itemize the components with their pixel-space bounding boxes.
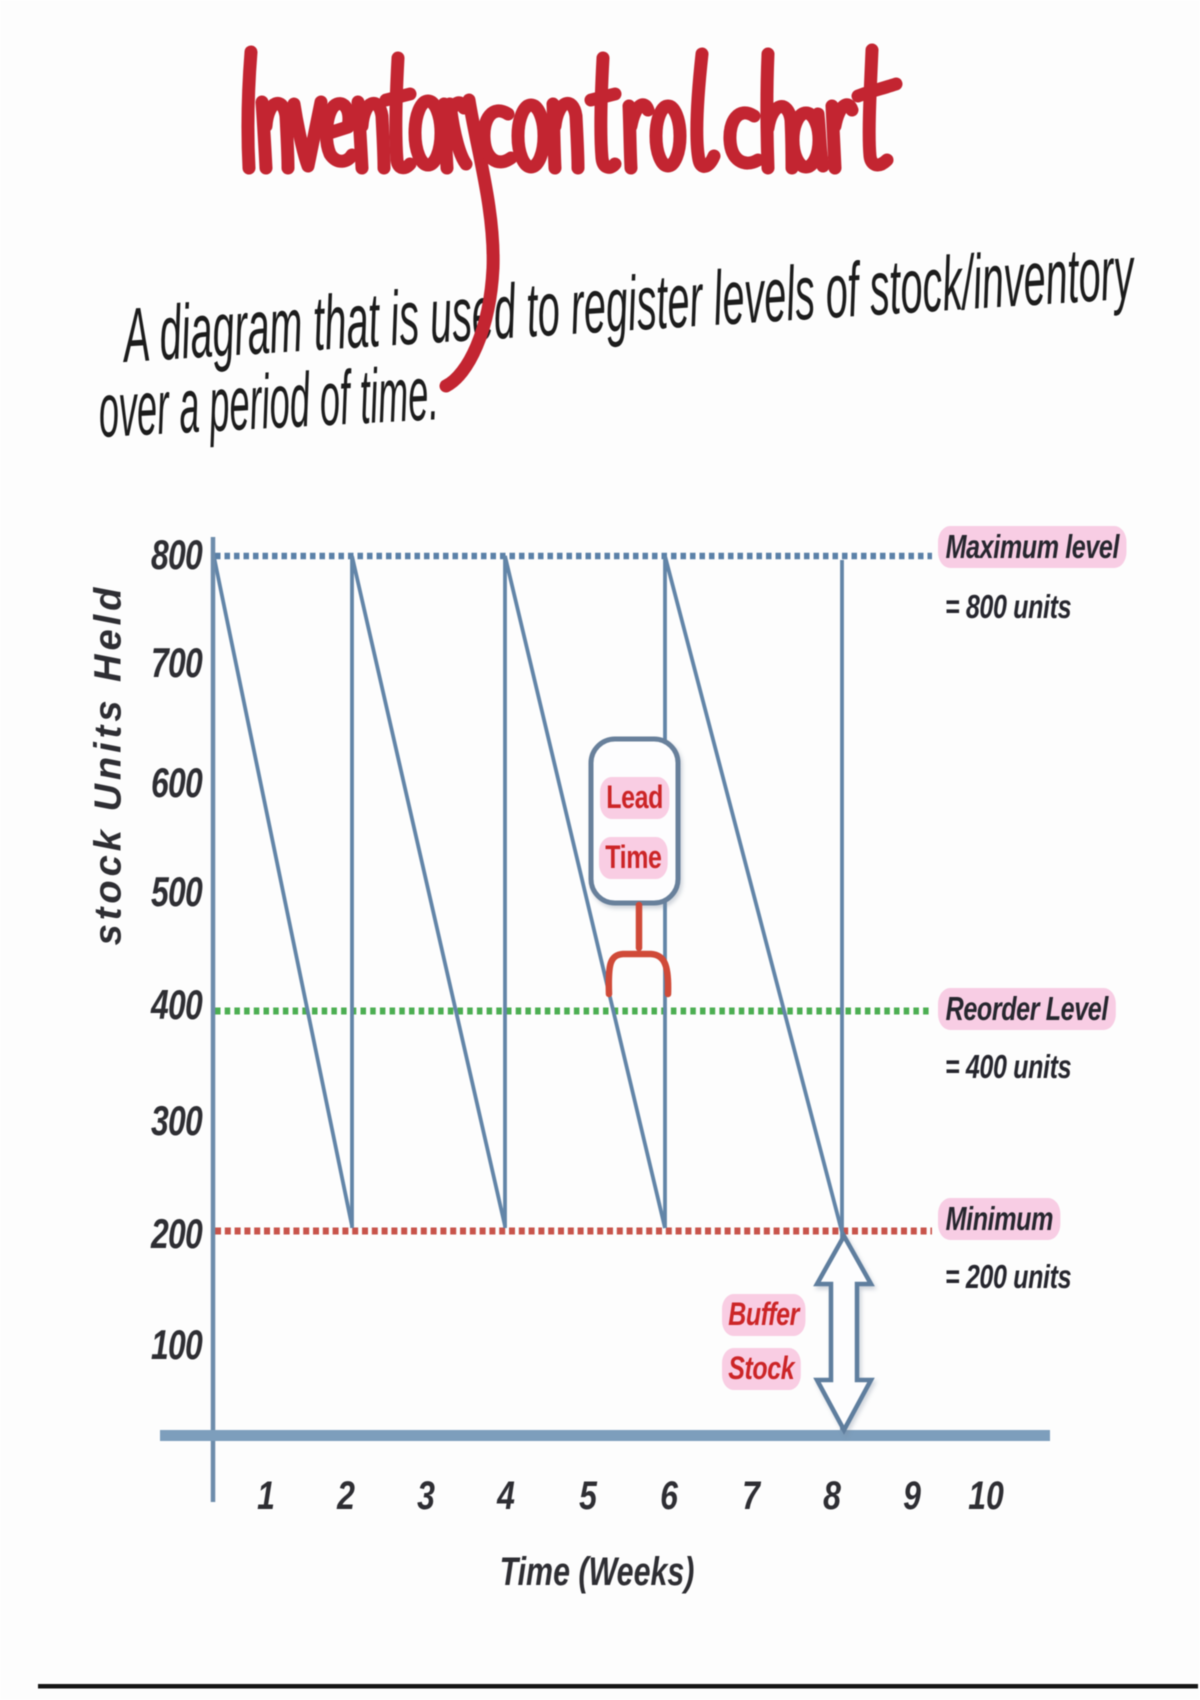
- svg-text:over a period of time.: over a period of time.: [96, 350, 440, 454]
- svg-text:A diagram that is used to regi: A diagram that is used to register level…: [119, 229, 1139, 379]
